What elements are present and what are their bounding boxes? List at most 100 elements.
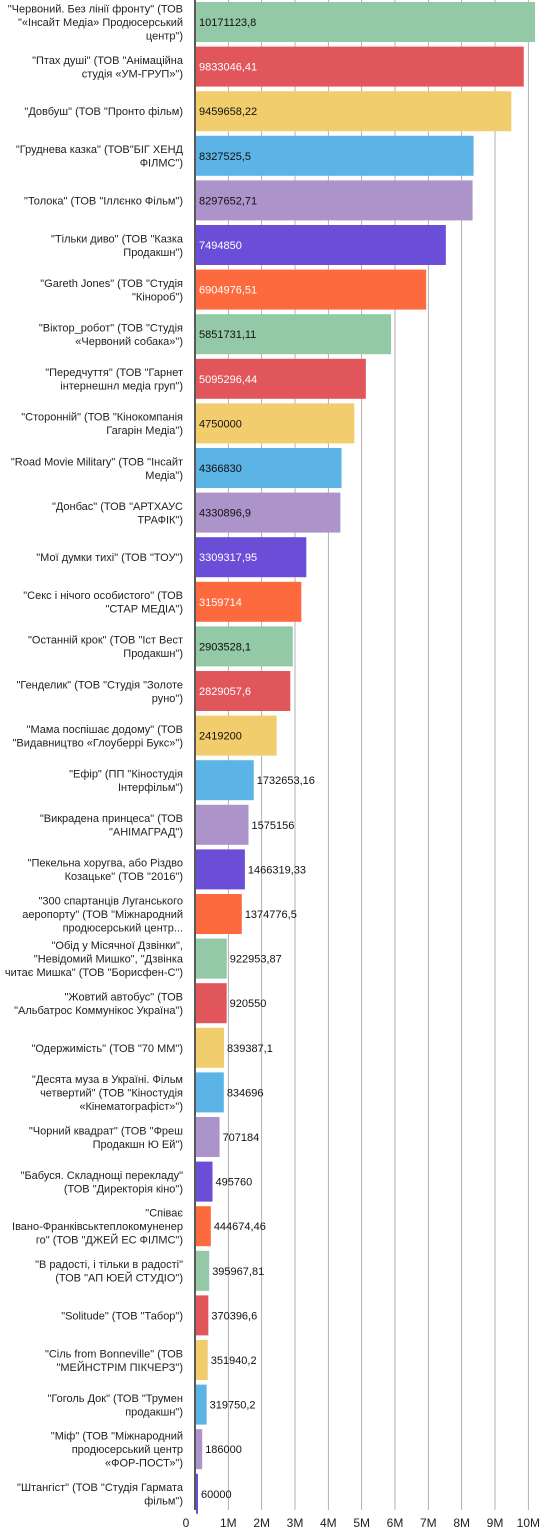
data-label: 5851731,11 [199, 329, 256, 341]
category-label: "Бабуся. Складнощі перекладу" (ТОВ "Дирек… [21, 1170, 184, 1196]
data-label: 8327525,5 [199, 151, 251, 163]
bar [196, 1117, 220, 1157]
data-label: 495760 [216, 1177, 253, 1189]
category-label: "Гоголь Док" (ТОВ "Трумен продакшн") [47, 1393, 183, 1419]
bar [196, 225, 446, 265]
bar [196, 2, 536, 42]
data-label: 8297652,71 [199, 195, 257, 207]
category-label: "300 спартанців Луганського аеропорту" (Т… [22, 896, 183, 935]
bar [196, 626, 293, 667]
data-label: 60000 [201, 1489, 232, 1501]
data-label: 1374776,5 [245, 909, 297, 921]
category-label: "Сіль from Bonneville" (ТОВ "МЕЙНСТРІМ ПІ… [45, 1348, 183, 1374]
bar [196, 760, 254, 801]
category-label: "Gareth Jones" (ТОВ "Студія "Кінороб") [40, 278, 183, 304]
bar [196, 403, 355, 444]
data-label: 2419200 [199, 731, 242, 743]
data-label: 351940,2 [211, 1355, 257, 1367]
category-label: "Передчуття" (ТОВ "Гарнет інтернешнл меді… [45, 367, 183, 393]
bar [196, 358, 366, 399]
data-label: 10171123,8 [199, 17, 256, 29]
data-label: 839387,1 [227, 1043, 273, 1055]
x-tick-label: 5M [353, 1516, 370, 1530]
bar [196, 448, 342, 488]
data-label: 1732653,16 [257, 775, 315, 787]
bar [196, 91, 512, 132]
category-label: "Мама поспішає додому" (ТОВ "Видавництво … [13, 724, 183, 750]
bar [196, 1072, 224, 1113]
data-label: 9459658,22 [199, 106, 257, 118]
bar [196, 1473, 198, 1514]
x-tick-label: 2M [253, 1516, 270, 1530]
category-label: "В радості, і тільки в радості" (ТОВ "АП … [35, 1259, 183, 1285]
category-label: "Толока" (ТОВ "Іллєнко Фільм") [24, 195, 183, 207]
bar [196, 715, 277, 756]
data-label: 922953,87 [230, 954, 282, 966]
data-label: 5095296,44 [199, 374, 257, 386]
bar [196, 1161, 213, 1202]
data-label: 370396,6 [211, 1310, 257, 1322]
data-label: 444674,46 [214, 1221, 266, 1233]
bar [196, 46, 524, 87]
x-tick-label: 7M [420, 1516, 437, 1530]
category-label: "Груднева казка" (ТОВ"БІГ ХЕНД ФІЛМС") [16, 144, 184, 170]
category-label: "Генделик" (ТОВ "Студія "Золоте руно") [16, 679, 183, 705]
category-label: "Секс і нічого особистого" (ТОВ "СТАР МЕД… [23, 590, 183, 616]
bar [196, 180, 473, 221]
category-label: "Тільки диво" (ТОВ "Казка Продакшн") [51, 233, 184, 259]
category-label: "Викрадена принцеса" (ТОВ "АНІМАГРАД") [40, 813, 183, 839]
data-label: 1575156 [252, 820, 295, 832]
data-label: 3309317,95 [199, 552, 257, 564]
x-tick-label: 6M [387, 1516, 404, 1530]
x-tick-label: 10M [517, 1516, 540, 1530]
category-label: "Road Movie Military" (ТОВ "Інсайт Медіа"… [11, 456, 183, 482]
category-label: "Птах душі" (ТОВ "Анімаційна студія «УМ-Г… [32, 55, 184, 81]
bar [196, 537, 307, 578]
bar [196, 1340, 208, 1380]
bar [196, 1027, 224, 1068]
bar [196, 894, 242, 934]
bar [196, 1429, 203, 1470]
bar [196, 983, 227, 1024]
x-tick-label: 3M [287, 1516, 304, 1530]
bar [196, 671, 291, 711]
category-label: "Останній крок" (ТОВ "Іст Вест Продакшн") [28, 635, 183, 661]
category-label: "Десята муза в Україні. Фільм четвертий" … [32, 1074, 183, 1113]
category-label: "Обід у Місячної Дзвінки", "Невідомий Миш… [5, 940, 184, 979]
data-label: 2829057,6 [199, 686, 251, 698]
data-label: 920550 [230, 998, 267, 1010]
bar [196, 492, 341, 533]
bar [196, 1250, 210, 1291]
bar [196, 269, 427, 310]
data-label: 834696 [227, 1087, 264, 1099]
data-label: 4750000 [199, 418, 242, 430]
value-labels: 10171123,8 9833046,41 9459658,22 8327525,5 8… [199, 17, 315, 1501]
data-label: 186000 [205, 1444, 242, 1456]
bar [196, 314, 392, 355]
data-label: 9833046,41 [199, 62, 257, 74]
bar [196, 804, 249, 845]
bar [196, 135, 474, 176]
data-label: 4330896,9 [199, 508, 251, 520]
category-label: "Мої думки тихі" (ТОВ "ТОУ") [36, 552, 183, 564]
category-labels: "Червоний. Без лінії фронту" (ТОВ "«Інсай… [5, 4, 184, 1508]
category-label: "Пекельна хоругва, або Різдво Козацьке" (… [28, 858, 183, 884]
data-label: 2903528,1 [199, 641, 251, 653]
data-label: 7494850 [199, 240, 242, 252]
category-label: "Штангіст" (ТОВ "Студія Гармата фільм") [17, 1482, 184, 1508]
bars [196, 2, 536, 1514]
bar [196, 1384, 207, 1425]
x-tick-label: 8M [453, 1516, 470, 1530]
data-label: 319750,2 [210, 1400, 256, 1412]
data-label: 3159714 [199, 597, 242, 609]
category-label: "Віктор_робот" (ТОВ "Студія «Червоний соб… [39, 322, 183, 348]
category-label: "Сторонній" (ТОВ "Кінокомпанія Гагарін Ме… [21, 412, 183, 438]
category-label: "Співає Івано-Франківськтеплокомуненер го"… [12, 1208, 183, 1247]
data-label: 4366830 [199, 463, 242, 475]
data-label: 707184 [223, 1132, 260, 1144]
bar [196, 938, 227, 979]
x-tick-label: 1M [220, 1516, 237, 1530]
category-label: "Жовтий автобус" (ТОВ "Альбатрос Коммунік… [14, 991, 183, 1017]
bar [196, 849, 245, 890]
